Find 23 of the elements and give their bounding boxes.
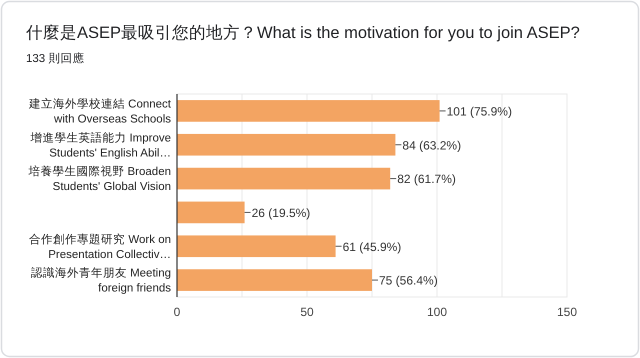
bar — [177, 100, 440, 122]
x-tick-label: 150 — [556, 305, 578, 319]
bar — [177, 235, 336, 258]
x-tick-label: 50 — [300, 305, 314, 319]
bar — [177, 168, 390, 190]
x-tick-label: 100 — [426, 305, 448, 319]
text: 133 則回應 — [26, 51, 84, 65]
chart-title: 什麼是ASEP最吸引您的地方？What is the motivation for you to join ASEP? — [25, 23, 580, 42]
y-tick-label: 合作創作專題研究 Work on Presentation Collectiv… — [29, 232, 171, 261]
y-tick-label: 增進學生英語能力 Improve Students' English Abil… — [29, 131, 171, 160]
y-tick-label: 培養學生國際視野 Broaden Students' Global Vision — [27, 164, 171, 194]
data-label: 26 (19.5%) — [252, 206, 310, 220]
bar — [177, 134, 396, 156]
data-label: 84 (63.2%) — [402, 138, 462, 152]
data-label: 101 (75.9%) — [446, 104, 512, 118]
x-tick-label: 0 — [174, 305, 181, 319]
data-label: 61 (45.9%) — [342, 240, 402, 254]
data-label: 75 (56.4%) — [379, 274, 438, 288]
y-tick-label: 認識海外青年朋友 Meeting foreign friends — [30, 266, 172, 295]
bar — [177, 202, 245, 224]
data-label: 82 (61.7%) — [397, 172, 456, 186]
bar — [177, 269, 372, 291]
y-tick-label: 建立海外學校連結 Connect with Overseas Schools — [28, 96, 172, 126]
